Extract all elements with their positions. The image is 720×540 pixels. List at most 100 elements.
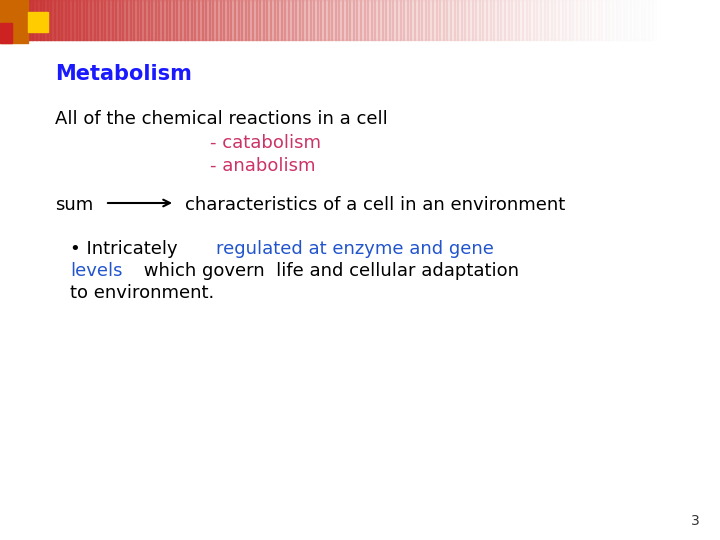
Bar (256, 0, 260, 40)
Bar (223, 0, 228, 40)
Bar (576, 0, 580, 40)
Bar (403, 0, 408, 40)
Bar (122, 0, 127, 40)
Bar (173, 0, 177, 40)
Bar (166, 0, 170, 40)
Bar (349, 0, 354, 40)
Bar (169, 0, 174, 40)
Bar (76, 0, 80, 40)
Bar (662, 0, 667, 40)
Bar (320, 0, 325, 40)
Bar (457, 0, 462, 40)
Bar (28, 12, 48, 32)
Bar (410, 0, 415, 40)
Bar (47, 0, 51, 40)
Bar (292, 0, 296, 40)
Bar (378, 0, 382, 40)
Bar (554, 0, 559, 40)
Bar (342, 0, 346, 40)
Bar (356, 0, 361, 40)
Bar (529, 0, 534, 40)
Bar (695, 0, 699, 40)
Bar (43, 0, 48, 40)
Bar (234, 0, 238, 40)
Bar (187, 0, 192, 40)
Bar (659, 0, 663, 40)
Bar (443, 0, 447, 40)
Bar (425, 0, 429, 40)
Bar (572, 0, 577, 40)
Bar (112, 0, 116, 40)
Bar (72, 0, 76, 40)
Bar (551, 0, 555, 40)
Bar (684, 0, 688, 40)
Bar (191, 0, 195, 40)
Bar (497, 0, 501, 40)
Bar (630, 0, 634, 40)
Bar (500, 0, 505, 40)
Bar (540, 0, 544, 40)
Bar (547, 0, 552, 40)
Bar (713, 0, 717, 40)
Bar (616, 0, 620, 40)
Bar (79, 0, 84, 40)
Bar (338, 0, 343, 40)
Bar (202, 0, 206, 40)
Bar (641, 0, 645, 40)
Bar (367, 0, 372, 40)
Bar (590, 0, 595, 40)
Bar (400, 0, 404, 40)
Bar (241, 0, 246, 40)
Bar (36, 0, 40, 40)
Bar (382, 0, 386, 40)
Bar (392, 0, 397, 40)
Text: 3: 3 (691, 514, 700, 528)
Bar (601, 0, 606, 40)
Bar (569, 0, 573, 40)
Bar (32, 0, 37, 40)
Bar (133, 0, 138, 40)
Bar (90, 0, 94, 40)
Bar (331, 0, 336, 40)
Bar (126, 0, 130, 40)
Bar (511, 0, 516, 40)
Bar (7, 0, 12, 40)
Bar (155, 0, 159, 40)
Bar (436, 0, 440, 40)
Bar (313, 0, 318, 40)
Bar (40, 0, 44, 40)
Bar (533, 0, 537, 40)
Bar (374, 0, 379, 40)
Bar (648, 0, 652, 40)
Text: Metabolism: Metabolism (55, 64, 192, 84)
Bar (274, 0, 278, 40)
Bar (130, 0, 134, 40)
Bar (11, 0, 15, 40)
Bar (162, 0, 166, 40)
Bar (565, 0, 570, 40)
Bar (680, 0, 685, 40)
Bar (526, 0, 530, 40)
Bar (544, 0, 548, 40)
Bar (184, 0, 188, 40)
Bar (317, 0, 321, 40)
Bar (54, 0, 58, 40)
Text: • Intricately: • Intricately (70, 240, 184, 258)
Bar (587, 0, 591, 40)
Bar (454, 0, 458, 40)
Bar (439, 0, 444, 40)
Bar (227, 0, 231, 40)
Bar (468, 0, 472, 40)
Bar (677, 0, 681, 40)
Bar (418, 0, 422, 40)
Bar (220, 0, 224, 40)
Bar (22, 0, 26, 40)
Bar (472, 0, 476, 40)
Bar (302, 0, 307, 40)
Bar (396, 0, 400, 40)
Bar (414, 0, 418, 40)
Bar (104, 0, 109, 40)
Text: which govern  life and cellular adaptation: which govern life and cellular adaptatio… (138, 262, 518, 280)
Bar (371, 0, 375, 40)
Bar (194, 0, 199, 40)
